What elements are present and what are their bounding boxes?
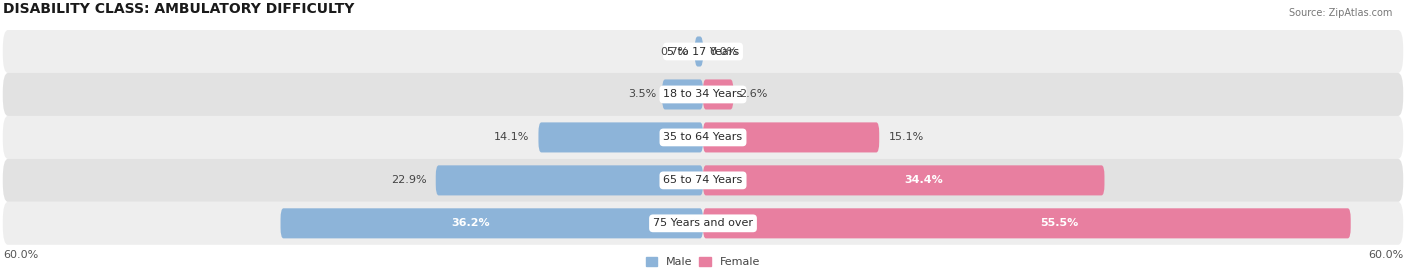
FancyBboxPatch shape (436, 165, 703, 195)
Text: 22.9%: 22.9% (391, 175, 426, 185)
Text: 60.0%: 60.0% (3, 250, 38, 260)
Text: 14.1%: 14.1% (494, 132, 529, 142)
Text: 3.5%: 3.5% (628, 90, 657, 99)
Text: 55.5%: 55.5% (1040, 218, 1078, 228)
Text: 36.2%: 36.2% (451, 218, 489, 228)
Text: 60.0%: 60.0% (1368, 250, 1403, 260)
FancyBboxPatch shape (703, 208, 1351, 238)
FancyBboxPatch shape (662, 79, 703, 110)
Legend: Male, Female: Male, Female (647, 257, 759, 267)
Text: 65 to 74 Years: 65 to 74 Years (664, 175, 742, 185)
Text: Source: ZipAtlas.com: Source: ZipAtlas.com (1288, 8, 1392, 18)
Text: 0.7%: 0.7% (661, 47, 689, 57)
FancyBboxPatch shape (703, 122, 879, 152)
FancyBboxPatch shape (703, 79, 734, 110)
FancyBboxPatch shape (695, 36, 703, 66)
Text: DISABILITY CLASS: AMBULATORY DIFFICULTY: DISABILITY CLASS: AMBULATORY DIFFICULTY (3, 2, 354, 16)
FancyBboxPatch shape (703, 165, 1105, 195)
FancyBboxPatch shape (3, 202, 1403, 245)
FancyBboxPatch shape (3, 73, 1403, 116)
FancyBboxPatch shape (281, 208, 703, 238)
FancyBboxPatch shape (3, 159, 1403, 202)
Text: 0.0%: 0.0% (709, 47, 737, 57)
FancyBboxPatch shape (3, 30, 1403, 73)
Text: 75 Years and over: 75 Years and over (652, 218, 754, 228)
Text: 2.6%: 2.6% (740, 90, 768, 99)
Text: 18 to 34 Years: 18 to 34 Years (664, 90, 742, 99)
FancyBboxPatch shape (3, 116, 1403, 159)
Text: 34.4%: 34.4% (904, 175, 943, 185)
Text: 5 to 17 Years: 5 to 17 Years (666, 47, 740, 57)
Text: 15.1%: 15.1% (889, 132, 924, 142)
FancyBboxPatch shape (538, 122, 703, 152)
Text: 35 to 64 Years: 35 to 64 Years (664, 132, 742, 142)
